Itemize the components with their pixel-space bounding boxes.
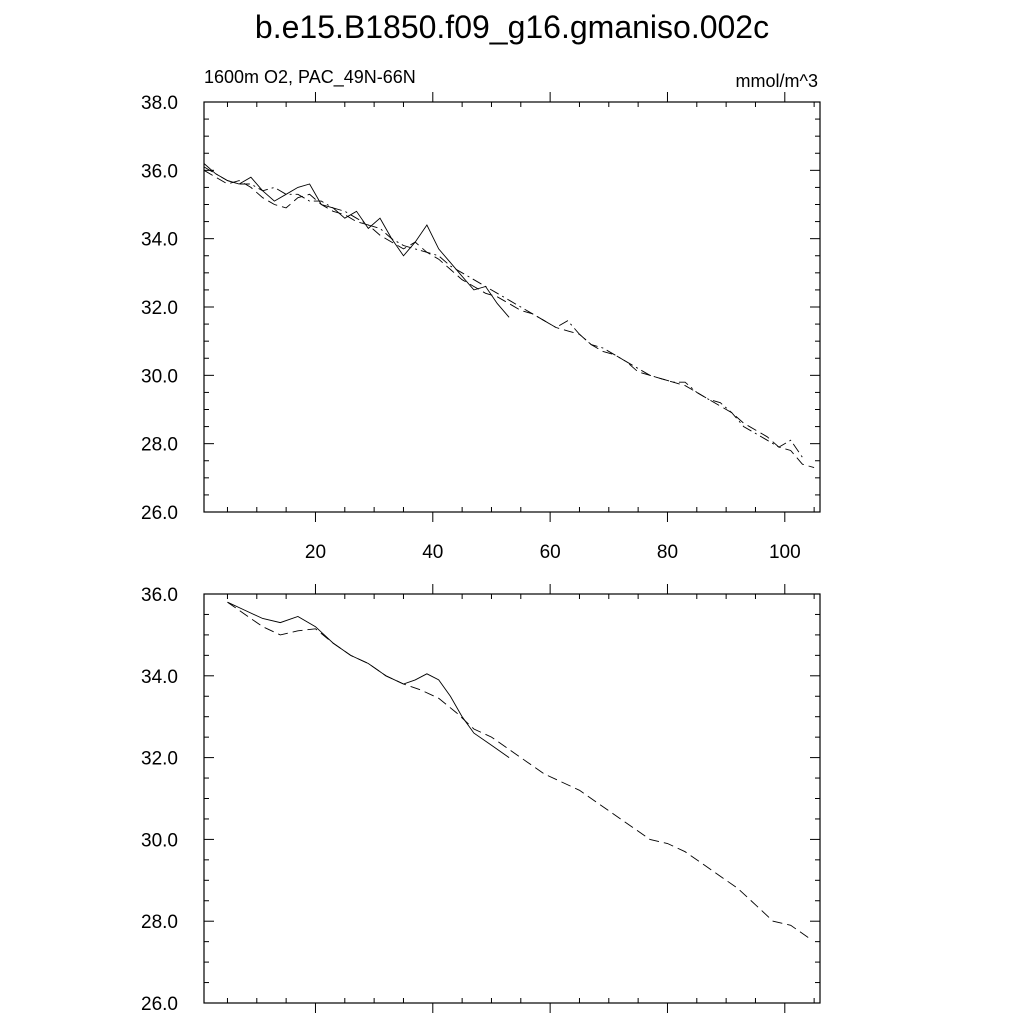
plot-panel-1: 26.0 28.0 30.0 32.0 34.0 36.0 38.0 20 40 60 80 100 1… — [141, 67, 821, 563]
y-tick-label: 28.0 — [141, 912, 178, 933]
x-tick-label: 60 — [540, 542, 561, 563]
y-tick-label: 36.0 — [141, 161, 178, 182]
x-tick-label: 80 — [657, 542, 678, 563]
y-tick-label: 26.0 — [141, 503, 178, 524]
y-tick-label: 34.0 — [141, 667, 178, 688]
y-tick-label: 26.0 — [141, 994, 178, 1015]
series-line-dashdot — [203, 166, 803, 458]
x-tick-label: 20 — [305, 542, 326, 563]
chart-title: b.e15.B1850.f09_g16.gmaniso.002c — [255, 9, 769, 45]
plot-frame — [203, 593, 821, 1004]
y-tick-label: 32.0 — [141, 298, 178, 319]
y-tick-label: 34.0 — [141, 230, 178, 251]
plot-frame — [203, 101, 821, 513]
series-line-dashed — [227, 601, 809, 938]
series-line-solid — [203, 163, 510, 318]
y-tick-label: 28.0 — [141, 435, 178, 456]
y-tick-label: 38.0 — [141, 93, 178, 114]
plot-panel-2: 26.0 28.0 30.0 32.0 34.0 36.0 — [141, 584, 821, 1015]
y-tick-label: 36.0 — [141, 585, 178, 606]
y-tick-label: 32.0 — [141, 749, 178, 770]
y-tick-label: 30.0 — [141, 366, 178, 387]
x-tick-label: 40 — [422, 542, 443, 563]
panel-left-label: 1600m O2, PAC_49N-66N — [204, 67, 416, 88]
y-tick-label: 30.0 — [141, 830, 178, 851]
panel-right-label: mmol/m^3 — [736, 71, 818, 91]
series-line-solid — [227, 601, 510, 758]
x-tick-label: 100 — [769, 542, 801, 563]
series-line-dashed — [203, 169, 815, 469]
